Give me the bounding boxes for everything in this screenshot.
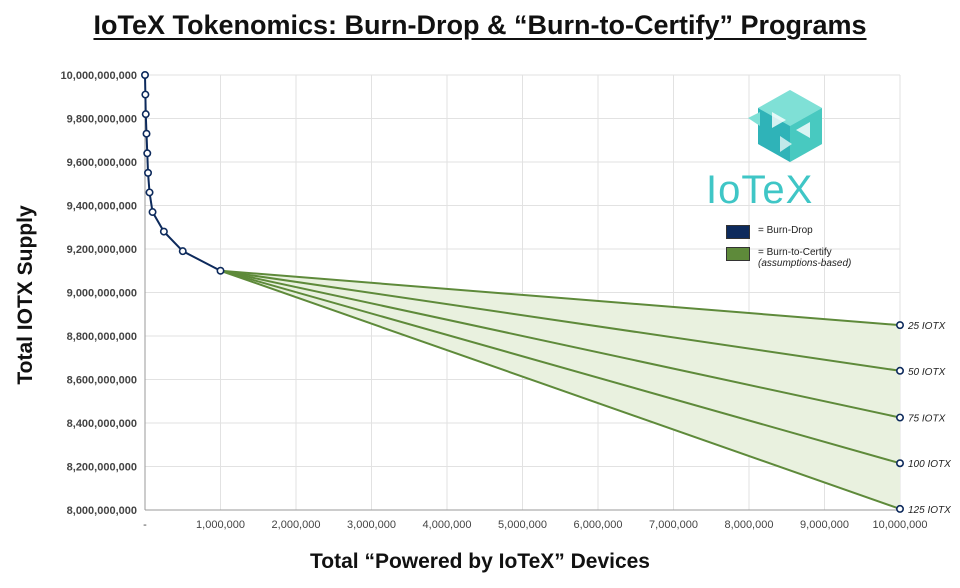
burn-to-certify-endpoint (895, 413, 904, 422)
x-tick-label: 8,000,000 (725, 519, 774, 531)
y-tick-label: 8,600,000,000 (67, 375, 137, 387)
burn-drop-point (148, 208, 157, 217)
x-tick-label: 2,000,000 (272, 519, 321, 531)
legend-label-burn-to-certify: = Burn-to-Certify (758, 247, 832, 258)
burn-to-certify-line (220, 269, 901, 510)
x-tick-label: 9,000,000 (800, 519, 849, 531)
y-tick-label: 8,800,000,000 (67, 331, 137, 343)
series-lines (144, 74, 901, 510)
legend-swatch-burn-to-certify (726, 247, 750, 261)
legend-item-burn-drop: = Burn-Drop (726, 225, 813, 239)
y-tick-label: 8,200,000,000 (67, 462, 137, 474)
burn-drop-point (216, 266, 225, 275)
burn-to-certify-line (220, 269, 901, 327)
y-tick-label: 9,200,000,000 (67, 244, 137, 256)
burn-drop-point (143, 149, 152, 158)
y-tick-label: 9,600,000,000 (67, 157, 137, 169)
tick-labels: - 1,000,000 2,000,000 3,000,000 4,000,000 5,0… (61, 70, 928, 531)
series-end-label: 50 IOTX (908, 367, 946, 378)
series-end-label: 125 IOTX (908, 505, 951, 516)
x-tick-label: 5,000,000 (498, 519, 547, 531)
chart-title: IoTeX Tokenomics: Burn-Drop & “Burn-to-C… (93, 10, 867, 40)
y-tick-label: 9,800,000,000 (67, 114, 137, 126)
series-points (141, 71, 904, 513)
x-tick-label: 3,000,000 (347, 519, 396, 531)
burn-to-certify-endpoint (895, 366, 904, 375)
x-tick-label: 7,000,000 (649, 519, 698, 531)
series-end-label: 75 IOTX (908, 414, 946, 425)
burn-drop-point (141, 110, 150, 119)
iotex-cube-logo-icon (748, 90, 822, 162)
y-tick-label: 8,400,000,000 (67, 418, 137, 430)
x-tick-label: 6,000,000 (574, 519, 623, 531)
burn-to-certify-endpoint (895, 321, 904, 330)
x-tick-label: 1,000,000 (196, 519, 245, 531)
burn-drop-point (142, 129, 151, 138)
burn-drop-line (144, 74, 221, 272)
burn-drop-point (144, 168, 153, 177)
burn-drop-point (178, 247, 187, 256)
legend-item-burn-to-certify: = Burn-to-Certify (assumptions-based) (726, 247, 851, 269)
burn-to-certify-line (220, 269, 901, 419)
legend-label-burn-drop: = Burn-Drop (758, 225, 813, 236)
burn-drop-point (141, 90, 150, 99)
burn-to-certify-line (220, 269, 901, 465)
burn-drop-point (141, 71, 150, 80)
iotex-logo-text: IoTeX (706, 168, 814, 212)
y-tick-label: 10,000,000,000 (61, 70, 137, 82)
burn-to-certify-endpoint (895, 459, 904, 468)
x-tick-label: - (143, 519, 147, 531)
burn-to-certify-line (220, 269, 901, 372)
x-tick-label: 10,000,000 (872, 519, 927, 531)
series-end-labels: 25 IOTX 50 IOTX 75 IOTX 100 IOTX 125 IOTX (907, 321, 951, 516)
series-end-label: 100 IOTX (908, 459, 951, 470)
legend-sublabel-assumptions: (assumptions-based) (758, 258, 852, 269)
series-end-label: 25 IOTX (907, 321, 946, 332)
x-tick-label: 4,000,000 (423, 519, 472, 531)
x-axis-label: Total “Powered by IoTeX” Devices (310, 550, 650, 573)
burn-drop-point (159, 227, 168, 236)
burn-drop-point (145, 188, 154, 197)
y-tick-label: 9,000,000,000 (67, 288, 137, 300)
burn-to-certify-endpoint (895, 504, 904, 513)
y-tick-label: 9,400,000,000 (67, 201, 137, 213)
y-tick-label: 8,000,000,000 (67, 505, 137, 517)
legend-swatch-burn-drop (726, 225, 750, 239)
